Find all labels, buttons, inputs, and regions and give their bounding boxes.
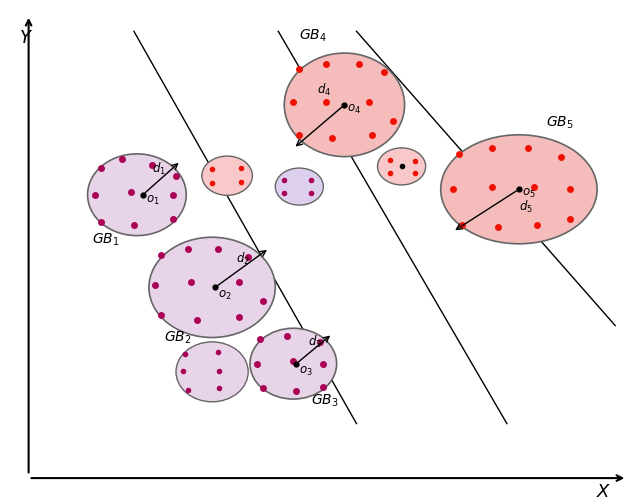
- Text: X: X: [596, 483, 609, 498]
- Text: Y: Y: [20, 29, 31, 47]
- Text: GB$_2$: GB$_2$: [164, 330, 191, 346]
- Ellipse shape: [202, 156, 252, 195]
- Ellipse shape: [378, 148, 426, 185]
- Ellipse shape: [88, 154, 186, 236]
- Text: $d_4$: $d_4$: [317, 82, 332, 98]
- Text: $o_5$: $o_5$: [522, 187, 536, 200]
- Ellipse shape: [441, 135, 597, 244]
- Ellipse shape: [149, 237, 275, 338]
- Text: GB$_5$: GB$_5$: [546, 115, 574, 131]
- Ellipse shape: [284, 53, 404, 156]
- Text: $d_3$: $d_3$: [308, 334, 323, 350]
- Text: $o_3$: $o_3$: [300, 365, 313, 377]
- Text: $d_5$: $d_5$: [519, 199, 533, 215]
- Text: $d_2$: $d_2$: [236, 251, 250, 267]
- Text: $o_2$: $o_2$: [218, 289, 232, 302]
- Text: GB$_3$: GB$_3$: [312, 392, 339, 409]
- Ellipse shape: [176, 342, 248, 402]
- Text: $o_1$: $o_1$: [146, 194, 159, 207]
- Text: GB$_4$: GB$_4$: [300, 27, 327, 44]
- Text: $o_4$: $o_4$: [348, 103, 362, 116]
- Ellipse shape: [250, 328, 337, 399]
- Ellipse shape: [275, 168, 323, 205]
- Text: $d_1$: $d_1$: [152, 161, 166, 177]
- Text: GB$_1$: GB$_1$: [92, 232, 120, 248]
